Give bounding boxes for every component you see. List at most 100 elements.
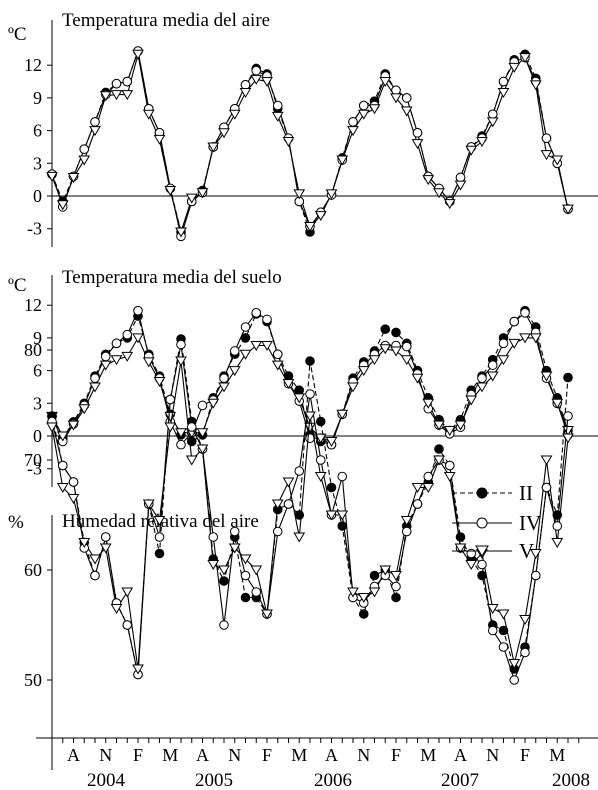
point-V [551, 155, 564, 166]
point-IV [348, 117, 358, 127]
point-IV [391, 85, 401, 96]
point-IV [509, 675, 520, 685]
y-tick-label: 70 [24, 450, 42, 470]
y-unit-label: % [8, 512, 24, 533]
point-V [282, 477, 295, 488]
point-V [336, 155, 349, 166]
point-V [121, 351, 134, 362]
point-V [422, 398, 435, 409]
point-IV [111, 78, 122, 89]
point-V [411, 373, 424, 384]
point-V [562, 204, 574, 215]
point-IV [133, 305, 143, 316]
point-IV [401, 93, 412, 103]
y-tick-label: 12 [24, 295, 42, 315]
y-tick-label: -3 [27, 459, 42, 479]
x-tick-label: M [420, 745, 436, 765]
point-IV [262, 314, 272, 325]
point-V [153, 377, 166, 387]
point-IV [305, 389, 315, 399]
point-V [390, 93, 402, 104]
point-IV [100, 532, 111, 542]
point-V [519, 53, 531, 64]
point-V [390, 346, 402, 357]
point-II [498, 625, 509, 636]
point-II [186, 436, 197, 447]
point-IV [315, 455, 326, 465]
point-IV [186, 422, 197, 432]
point-II [337, 521, 348, 531]
x-tick-label: N [99, 745, 112, 765]
y-tick-label: 6 [33, 121, 42, 141]
point-II [294, 510, 305, 520]
point-V [207, 142, 220, 153]
legend-marker [475, 545, 489, 557]
point-V [551, 398, 564, 409]
point-IV [509, 316, 520, 327]
point-IV [337, 471, 348, 482]
point-V [400, 355, 413, 366]
point-V [433, 455, 445, 466]
point-IV [251, 65, 262, 76]
point-V [486, 371, 499, 382]
point-II [552, 510, 563, 520]
point-IV [251, 587, 262, 597]
point-V [261, 341, 273, 352]
point-II [154, 548, 165, 559]
point-V [89, 126, 101, 137]
point-V [497, 87, 510, 98]
y-tick-label: 9 [33, 328, 42, 348]
point-IV [251, 308, 262, 318]
point-IV [165, 394, 176, 405]
point-V [99, 360, 112, 371]
year-label: 2004 [87, 770, 126, 790]
point-V [368, 104, 381, 115]
x-tick-label: M [291, 745, 307, 765]
point-II [369, 570, 380, 581]
point-IV [154, 532, 165, 542]
point-IV [401, 526, 412, 537]
point-V [110, 90, 123, 101]
y-tick-label: 6 [33, 361, 42, 381]
point-V [196, 444, 209, 455]
point-V [357, 109, 370, 120]
point-V [454, 543, 467, 554]
point-II [326, 482, 337, 493]
x-tick-label: F [520, 745, 530, 765]
point-IV [487, 360, 498, 370]
point-V [357, 593, 370, 603]
point-II [358, 609, 369, 619]
point-V [67, 172, 80, 183]
point-V [540, 150, 553, 161]
year-label: 2007 [441, 770, 479, 790]
point-V [486, 604, 499, 614]
point-V [519, 333, 531, 344]
point-V [67, 420, 80, 431]
x-tick-label: A [454, 745, 467, 765]
point-V [164, 422, 177, 433]
point-IV [412, 127, 423, 138]
point-V [411, 483, 424, 493]
point-II [455, 532, 466, 542]
point-IV [240, 570, 251, 581]
point-II [434, 444, 444, 454]
point-IV [401, 341, 412, 352]
point-IV [176, 339, 186, 350]
year-label: 2008 [552, 770, 590, 790]
point-V [562, 433, 574, 444]
point-V [142, 499, 155, 510]
point-V [529, 80, 542, 91]
y-tick-label: 3 [33, 153, 42, 173]
panel-title: Temperatura media del aire [62, 10, 270, 31]
x-tick-label: N [486, 745, 499, 765]
point-IV [122, 329, 133, 340]
point-V [185, 193, 198, 204]
point-V [347, 587, 359, 598]
point-IV [219, 373, 229, 384]
point-V [110, 604, 123, 614]
legend-marker [476, 517, 488, 529]
point-V [508, 62, 521, 73]
point-V [271, 360, 284, 371]
point-V [89, 554, 101, 565]
year-label: 2006 [314, 770, 352, 790]
